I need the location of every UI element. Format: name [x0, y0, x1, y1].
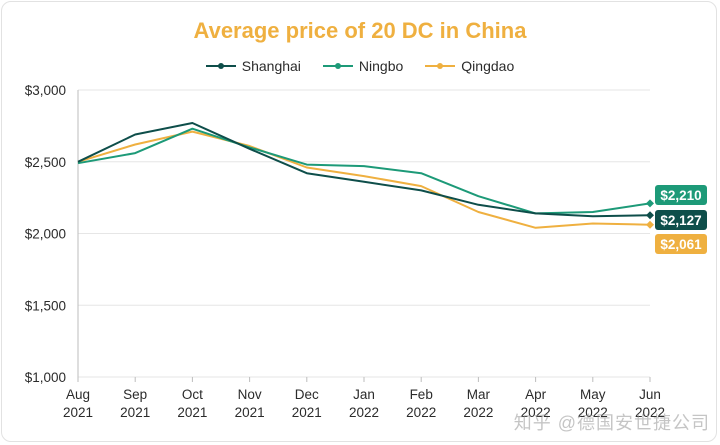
chart-title: Average price of 20 DC in China	[193, 18, 527, 43]
x-tick-label-year: 2022	[406, 405, 436, 420]
x-tick-label-month: Dec	[295, 387, 319, 402]
chart-legend: Shanghai Ningbo Qingdao	[0, 58, 720, 74]
x-tick-label-month: Apr	[525, 387, 547, 402]
series-line-ningbo	[77, 127, 651, 215]
end-marker-qingdao	[646, 220, 654, 229]
series-line-shanghai	[77, 122, 651, 218]
legend-item-ningbo: Ningbo	[322, 58, 404, 74]
x-tick-label-year: 2021	[235, 405, 265, 420]
legend-label-ningbo: Ningbo	[358, 58, 404, 74]
end-label-ningbo: $2,210	[660, 188, 701, 203]
x-tick-label-month: Jan	[353, 387, 375, 402]
legend-label-shanghai: Shanghai	[241, 58, 301, 74]
x-tick-label-year: 2022	[578, 405, 608, 420]
x-tick-label-month: Oct	[182, 387, 203, 402]
y-tick-label: $1,500	[25, 298, 66, 313]
x-tick-label-year: 2022	[635, 405, 665, 420]
legend-swatch-ningbo	[322, 60, 353, 72]
watermark-text: 知乎 @德国安世捷公司	[513, 413, 710, 433]
x-tick-label-year: 2022	[349, 405, 379, 420]
x-tick-label-month: May	[580, 387, 606, 402]
x-tick-label-month: Sep	[123, 387, 147, 402]
end-marker-shanghai	[646, 211, 654, 220]
x-tick-label-year: 2022	[463, 405, 493, 420]
x-tick-label-year: 2022	[521, 405, 551, 420]
y-tick-label: $2,500	[25, 155, 66, 170]
end-label-badge-qingdao	[655, 234, 707, 254]
end-label-badge-shanghai	[655, 210, 707, 230]
x-tick-label-month: Feb	[410, 387, 433, 402]
end-marker-ningbo	[646, 199, 654, 208]
end-label-shanghai: $2,127	[660, 213, 701, 228]
end-label-qingdao: $2,061	[660, 237, 702, 252]
x-tick-label-month: Mar	[467, 387, 491, 402]
x-tick-label-year: 2021	[292, 405, 322, 420]
legend-label-qingdao: Qingdao	[461, 58, 515, 74]
x-tick-label-year: 2021	[120, 405, 150, 420]
x-tick-label-year: 2021	[177, 405, 207, 420]
y-tick-label: $1,000	[25, 370, 66, 385]
legend-swatch-shanghai	[205, 60, 236, 72]
y-tick-label: $3,000	[25, 83, 66, 98]
legend-swatch-qingdao	[425, 60, 456, 72]
x-tick-label-month: Aug	[66, 387, 90, 402]
legend-item-qingdao: Qingdao	[425, 58, 514, 74]
end-label-badge-ningbo	[655, 185, 707, 205]
y-tick-label: $2,000	[25, 227, 66, 242]
x-tick-label-month: Jun	[639, 387, 661, 402]
x-tick-label-month: Nov	[238, 387, 262, 402]
legend-item-shanghai: Shanghai	[205, 58, 301, 74]
x-tick-label-year: 2021	[63, 405, 93, 420]
